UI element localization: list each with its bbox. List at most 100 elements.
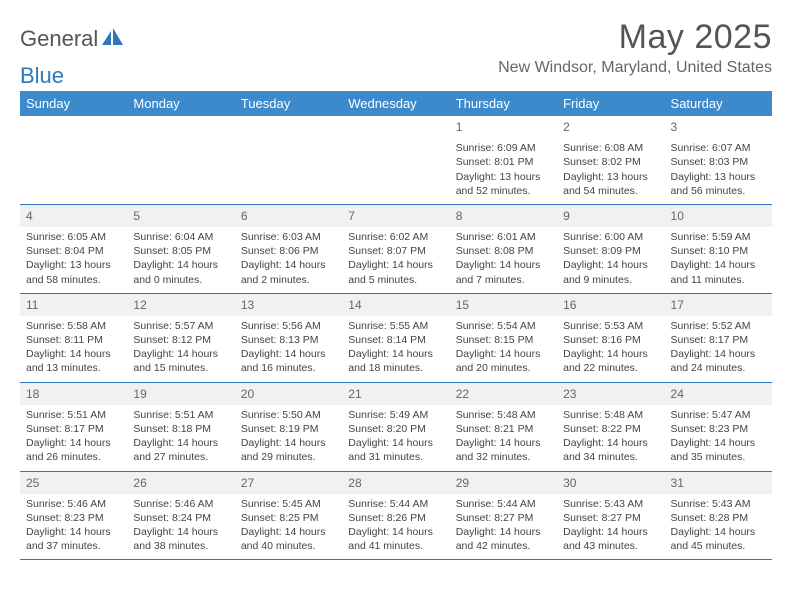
daylight-text: Daylight: 14 hours and 32 minutes. <box>456 436 551 464</box>
sunrise-text: Sunrise: 5:47 AM <box>671 408 766 422</box>
daylight-text: Daylight: 14 hours and 43 minutes. <box>563 525 658 553</box>
day-number: 6 <box>235 205 342 227</box>
sunset-text: Sunset: 8:17 PM <box>671 333 766 347</box>
sunrise-text: Sunrise: 5:46 AM <box>26 497 121 511</box>
day-number: 30 <box>557 472 664 494</box>
calendar-cell <box>342 116 449 204</box>
sunset-text: Sunset: 8:05 PM <box>133 244 228 258</box>
calendar-cell: 25 Sunrise: 5:46 AMSunset: 8:23 PMDayligh… <box>20 471 127 560</box>
sunrise-text: Sunrise: 5:57 AM <box>133 319 228 333</box>
weekday-header: Wednesday <box>342 91 449 116</box>
daylight-text: Daylight: 14 hours and 20 minutes. <box>456 347 551 375</box>
daylight-text: Daylight: 14 hours and 27 minutes. <box>133 436 228 464</box>
sunset-text: Sunset: 8:08 PM <box>456 244 551 258</box>
sunrise-text: Sunrise: 5:52 AM <box>671 319 766 333</box>
logo-sail-icon <box>102 28 124 51</box>
sunrise-text: Sunrise: 5:48 AM <box>563 408 658 422</box>
calendar-cell: 23Sunrise: 5:48 AMSunset: 8:22 PMDayligh… <box>557 382 664 471</box>
calendar-row: 11Sunrise: 5:58 AMSunset: 8:11 PMDayligh… <box>20 293 772 382</box>
sunrise-text: Sunrise: 5:54 AM <box>456 319 551 333</box>
sunset-text: Sunset: 8:10 PM <box>671 244 766 258</box>
calendar-page: General May 2025 New Windsor, Maryland, … <box>0 0 792 572</box>
sunrise-text: Sunrise: 5:55 AM <box>348 319 443 333</box>
calendar-cell: 10 Sunrise: 5:59 AMSunset: 8:10 PMDayligh… <box>665 204 772 293</box>
calendar-table: SundayMondayTuesdayWednesdayThursdayFrid… <box>20 91 772 560</box>
sunrise-text: Sunrise: 6:04 AM <box>133 230 228 244</box>
month-title: May 2025 <box>498 18 772 57</box>
sunrise-text: Sunrise: 6:09 AM <box>456 141 551 155</box>
day-number: 1 <box>450 116 557 138</box>
sunrise-text: Sunrise: 5:49 AM <box>348 408 443 422</box>
daylight-text: Daylight: 14 hours and 42 minutes. <box>456 525 551 553</box>
daylight-text: Daylight: 14 hours and 13 minutes. <box>26 347 121 375</box>
calendar-cell: 26Sunrise: 5:46 AMSunset: 8:24 PMDayligh… <box>127 471 234 560</box>
day-number: 13 <box>235 294 342 316</box>
day-number: 8 <box>450 205 557 227</box>
day-number: 17 <box>665 294 772 316</box>
sunset-text: Sunset: 8:04 PM <box>26 244 121 258</box>
weekday-header: Thursday <box>450 91 557 116</box>
sunset-text: Sunset: 8:20 PM <box>348 422 443 436</box>
day-number: 29 <box>450 472 557 494</box>
sunset-text: Sunset: 8:06 PM <box>241 244 336 258</box>
day-number: 25 <box>20 472 127 494</box>
sunset-text: Sunset: 8:01 PM <box>456 155 551 169</box>
sunset-text: Sunset: 8:21 PM <box>456 422 551 436</box>
weekday-header: Saturday <box>665 91 772 116</box>
weekday-header: Monday <box>127 91 234 116</box>
daylight-text: Daylight: 14 hours and 11 minutes. <box>671 258 766 286</box>
day-number: 27 <box>235 472 342 494</box>
daylight-text: Daylight: 14 hours and 0 minutes. <box>133 258 228 286</box>
sunset-text: Sunset: 8:15 PM <box>456 333 551 347</box>
day-number: 12 <box>127 294 234 316</box>
sunset-text: Sunset: 8:25 PM <box>241 511 336 525</box>
sunset-text: Sunset: 8:24 PM <box>133 511 228 525</box>
daylight-text: Daylight: 14 hours and 2 minutes. <box>241 258 336 286</box>
sunset-text: Sunset: 8:07 PM <box>348 244 443 258</box>
day-number: 7 <box>342 205 449 227</box>
day-number: 20 <box>235 383 342 405</box>
daylight-text: Daylight: 14 hours and 5 minutes. <box>348 258 443 286</box>
day-number: 21 <box>342 383 449 405</box>
calendar-cell: 27 Sunrise: 5:45 AMSunset: 8:25 PMDayligh… <box>235 471 342 560</box>
sunrise-text: Sunrise: 5:45 AM <box>241 497 336 511</box>
sunset-text: Sunset: 8:23 PM <box>26 511 121 525</box>
sunset-text: Sunset: 8:02 PM <box>563 155 658 169</box>
sunset-text: Sunset: 8:27 PM <box>456 511 551 525</box>
sunset-text: Sunset: 8:09 PM <box>563 244 658 258</box>
daylight-text: Daylight: 14 hours and 24 minutes. <box>671 347 766 375</box>
sunset-text: Sunset: 8:18 PM <box>133 422 228 436</box>
calendar-cell: 2Sunrise: 6:08 AMSunset: 8:02 PMDaylight… <box>557 116 664 204</box>
day-number: 31 <box>665 472 772 494</box>
calendar-row: 4Sunrise: 6:05 AMSunset: 8:04 PMDaylight… <box>20 204 772 293</box>
day-number: 11 <box>20 294 127 316</box>
daylight-text: Daylight: 14 hours and 35 minutes. <box>671 436 766 464</box>
sunrise-text: Sunrise: 5:56 AM <box>241 319 336 333</box>
daylight-text: Daylight: 14 hours and 22 minutes. <box>563 347 658 375</box>
day-number: 10 <box>665 205 772 227</box>
sunrise-text: Sunrise: 6:02 AM <box>348 230 443 244</box>
sunrise-text: Sunrise: 5:59 AM <box>671 230 766 244</box>
daylight-text: Daylight: 13 hours and 52 minutes. <box>456 170 551 198</box>
day-number: 24 <box>665 383 772 405</box>
daylight-text: Daylight: 14 hours and 40 minutes. <box>241 525 336 553</box>
day-number: 22 <box>450 383 557 405</box>
calendar-cell: 28Sunrise: 5:44 AMSunset: 8:26 PMDayligh… <box>342 471 449 560</box>
sunrise-text: Sunrise: 5:43 AM <box>563 497 658 511</box>
daylight-text: Daylight: 14 hours and 37 minutes. <box>26 525 121 553</box>
sunrise-text: Sunrise: 5:51 AM <box>26 408 121 422</box>
calendar-row: 25Sunrise: 5:46 AMSunset: 8:23 PMDayligh… <box>20 471 772 560</box>
calendar-cell: 4Sunrise: 6:05 AMSunset: 8:04 PMDaylight… <box>20 204 127 293</box>
calendar-cell: 12Sunrise: 5:57 AMSunset: 8:12 PMDayligh… <box>127 293 234 382</box>
sunrise-text: Sunrise: 5:43 AM <box>671 497 766 511</box>
sunrise-text: Sunrise: 6:08 AM <box>563 141 658 155</box>
sunrise-text: Sunrise: 6:01 AM <box>456 230 551 244</box>
day-number: 2 <box>557 116 664 138</box>
daylight-text: Daylight: 14 hours and 29 minutes. <box>241 436 336 464</box>
sunrise-text: Sunrise: 5:58 AM <box>26 319 121 333</box>
daylight-text: Daylight: 14 hours and 45 minutes. <box>671 525 766 553</box>
calendar-cell: 18Sunrise: 5:51 AMSunset: 8:17 PMDayligh… <box>20 382 127 471</box>
calendar-cell: 19Sunrise: 5:51 AMSunset: 8:18 PMDayligh… <box>127 382 234 471</box>
sunrise-text: Sunrise: 5:44 AM <box>348 497 443 511</box>
sunset-text: Sunset: 8:03 PM <box>671 155 766 169</box>
